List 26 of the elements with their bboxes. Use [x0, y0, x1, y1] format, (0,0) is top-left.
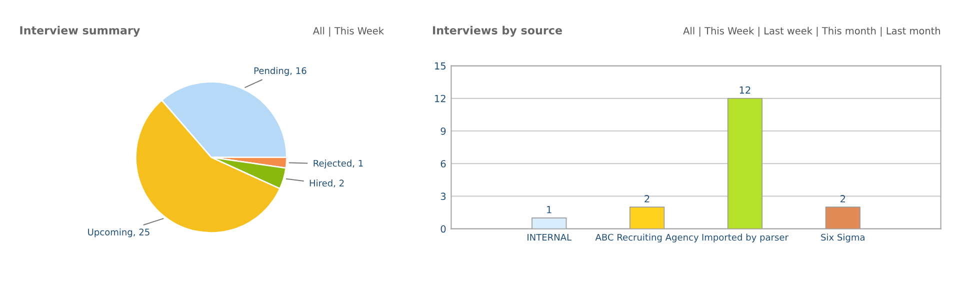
slice-label: Upcoming, 25: [88, 228, 150, 238]
bar: [532, 218, 567, 229]
bar: [825, 206, 860, 229]
x-tick-label: Six Sigma: [821, 234, 864, 242]
y-tick-label: 6: [440, 160, 446, 168]
bar: [727, 98, 763, 229]
x-tick-label: INTERNAL: [528, 234, 572, 241]
y-tick-label: 12: [435, 94, 446, 102]
y-tick-label: 15: [435, 62, 446, 70]
data-label: 1: [547, 206, 552, 214]
text: All | This Week: [312, 26, 384, 37]
y-tick-label: 9: [440, 127, 446, 135]
slice-label: Hired, 2: [310, 180, 344, 188]
x-tick-label: ABC Recruiting Agency: [595, 234, 699, 242]
text: All | This Week | Last week | This month | Last month: [683, 26, 940, 37]
bar: [629, 206, 665, 229]
slice-label: Rejected, 1: [314, 160, 363, 168]
y-tick-label: 0: [440, 225, 446, 233]
y-tick-label: 3: [440, 192, 446, 200]
data-label: 2: [644, 195, 650, 202]
data-label: 12: [740, 86, 750, 94]
chart-title: Interview summary: [20, 26, 140, 37]
slice-label: Pending, 16: [254, 67, 306, 76]
data-label: 2: [840, 195, 845, 202]
x-tick-label: Imported by parser: [702, 234, 788, 242]
chart-title: Interviews by source: [433, 26, 562, 37]
